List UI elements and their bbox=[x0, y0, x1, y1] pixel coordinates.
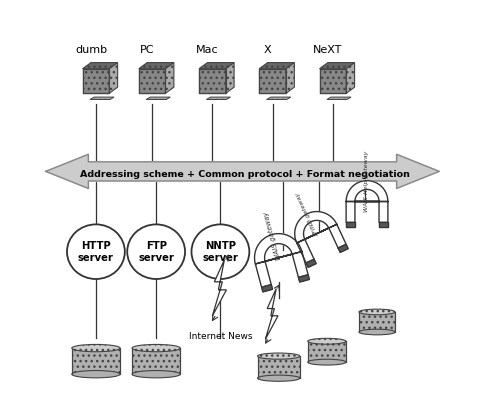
Text: Addressing scheme + Common protocol + Format negotiation: Addressing scheme + Common protocol + Fo… bbox=[80, 170, 408, 179]
Polygon shape bbox=[319, 69, 346, 93]
Ellipse shape bbox=[67, 224, 124, 279]
Text: X: X bbox=[264, 45, 271, 55]
Text: Internet News: Internet News bbox=[188, 332, 252, 341]
Polygon shape bbox=[259, 62, 294, 69]
Polygon shape bbox=[319, 69, 346, 93]
Ellipse shape bbox=[307, 339, 345, 344]
Polygon shape bbox=[259, 69, 285, 93]
Text: PC: PC bbox=[140, 45, 154, 55]
Polygon shape bbox=[285, 62, 294, 93]
Ellipse shape bbox=[307, 359, 345, 365]
Polygon shape bbox=[199, 69, 225, 93]
Polygon shape bbox=[146, 97, 170, 100]
Polygon shape bbox=[378, 222, 387, 227]
Polygon shape bbox=[82, 69, 109, 93]
FancyBboxPatch shape bbox=[132, 348, 180, 374]
FancyBboxPatch shape bbox=[257, 356, 299, 378]
Polygon shape bbox=[298, 275, 309, 282]
FancyBboxPatch shape bbox=[358, 312, 394, 332]
Polygon shape bbox=[199, 62, 234, 69]
Polygon shape bbox=[337, 244, 347, 252]
Polygon shape bbox=[346, 222, 354, 227]
Text: Mac: Mac bbox=[196, 45, 219, 55]
Text: NNTP
server: NNTP server bbox=[202, 241, 238, 262]
FancyBboxPatch shape bbox=[358, 312, 394, 332]
Ellipse shape bbox=[358, 329, 394, 335]
Text: FTP
server: FTP server bbox=[138, 241, 174, 262]
Ellipse shape bbox=[257, 375, 299, 381]
Polygon shape bbox=[82, 69, 109, 93]
Polygon shape bbox=[109, 62, 118, 93]
Text: WAIS Help gateway: WAIS Help gateway bbox=[364, 150, 369, 212]
FancyBboxPatch shape bbox=[257, 356, 299, 378]
Ellipse shape bbox=[72, 370, 120, 378]
Polygon shape bbox=[346, 181, 387, 222]
Polygon shape bbox=[212, 260, 226, 316]
Polygon shape bbox=[139, 62, 174, 69]
Polygon shape bbox=[165, 62, 174, 93]
Polygon shape bbox=[326, 97, 350, 100]
Polygon shape bbox=[139, 69, 165, 93]
Text: HTTP
server: HTTP server bbox=[78, 241, 114, 262]
Polygon shape bbox=[319, 62, 354, 69]
Ellipse shape bbox=[132, 370, 180, 378]
Polygon shape bbox=[90, 97, 114, 100]
Text: WAIS gateway: WAIS gateway bbox=[263, 210, 282, 260]
Polygon shape bbox=[261, 285, 272, 292]
Ellipse shape bbox=[257, 353, 299, 359]
Polygon shape bbox=[199, 69, 225, 93]
Ellipse shape bbox=[358, 309, 394, 315]
Text: dumb: dumb bbox=[75, 45, 107, 55]
FancyBboxPatch shape bbox=[132, 348, 180, 374]
Polygon shape bbox=[206, 97, 230, 100]
Polygon shape bbox=[305, 259, 316, 267]
Polygon shape bbox=[225, 62, 234, 93]
Ellipse shape bbox=[127, 224, 184, 279]
Polygon shape bbox=[294, 212, 346, 263]
Polygon shape bbox=[259, 69, 285, 93]
FancyBboxPatch shape bbox=[72, 348, 120, 374]
Ellipse shape bbox=[132, 345, 180, 352]
Text: XFIND gateway: XFIND gateway bbox=[295, 191, 320, 237]
Polygon shape bbox=[45, 154, 438, 189]
Polygon shape bbox=[254, 234, 307, 287]
Polygon shape bbox=[82, 62, 118, 69]
Ellipse shape bbox=[191, 224, 249, 279]
Polygon shape bbox=[265, 289, 278, 339]
Polygon shape bbox=[139, 69, 165, 93]
Text: NeXT: NeXT bbox=[313, 45, 342, 55]
Ellipse shape bbox=[72, 345, 120, 352]
Polygon shape bbox=[266, 97, 290, 100]
FancyBboxPatch shape bbox=[72, 348, 120, 374]
FancyBboxPatch shape bbox=[307, 341, 345, 362]
Polygon shape bbox=[346, 62, 354, 93]
FancyBboxPatch shape bbox=[307, 341, 345, 362]
